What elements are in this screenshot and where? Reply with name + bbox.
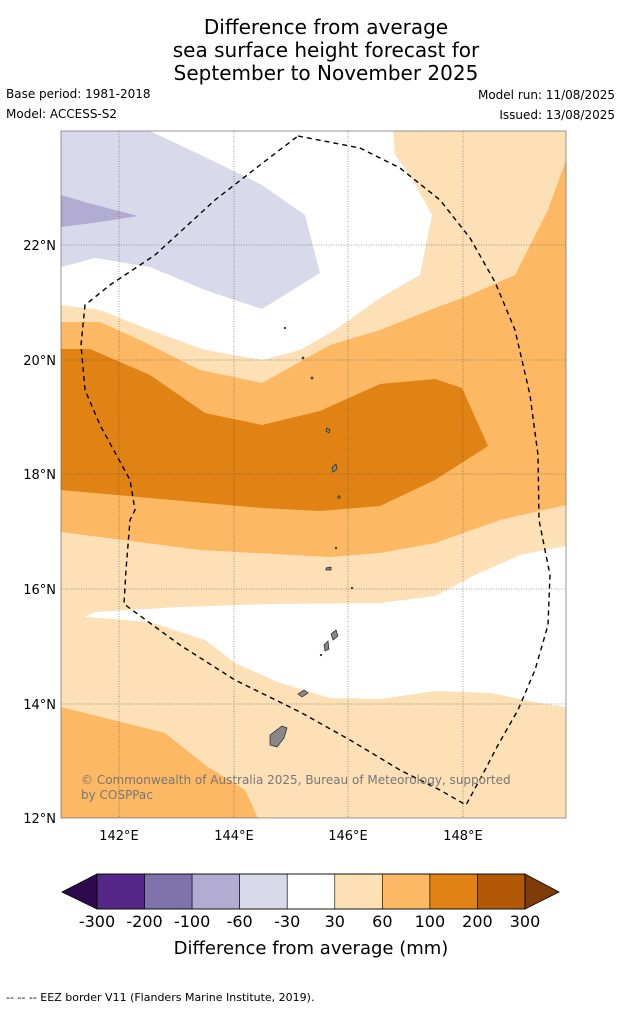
- anomaly-fill-neg30-neg60: [61, 131, 320, 309]
- title-line-3: September to November 2025: [173, 61, 479, 85]
- islands: [269, 326, 354, 748]
- eez-border: [80, 135, 551, 806]
- colorbar-cell: [382, 873, 431, 910]
- island-agrihan: [325, 427, 331, 434]
- colorbar-cell: [334, 873, 383, 910]
- island-sarigan: [334, 546, 338, 550]
- title-line-1: Difference from average: [203, 15, 449, 39]
- colorbar-label: Difference from average (mm): [174, 938, 449, 959]
- copyright-line-2: by COSPPac: [81, 788, 153, 802]
- graticule: [61, 131, 566, 818]
- colorbar-cells: [96, 873, 526, 910]
- lon-label-148e: 148°E: [443, 829, 483, 844]
- colorbar-tick-label: 200: [462, 912, 493, 931]
- model-name: Model: ACCESS-S2: [6, 107, 118, 121]
- colorbar-extend-high: [524, 873, 560, 910]
- island-aguijan: [319, 653, 323, 657]
- colorbar-cell: [191, 873, 240, 910]
- model-run: Model run: 11/08/2025: [477, 88, 615, 102]
- lat-label-20n: 20°N: [23, 354, 56, 369]
- title-line-2: sea surface height forecast for: [172, 38, 480, 62]
- issued-date: Issued: 13/08/2025: [499, 108, 615, 122]
- lat-label-14n: 14°N: [23, 698, 56, 713]
- map-frame: [60, 130, 567, 819]
- colorbar-tick-label: 100: [415, 912, 446, 931]
- colorbar: -300 -200 -100 -60 -30 30 60 100 200 300 Differen…: [61, 873, 560, 959]
- anomaly-fill-neutral-south: [85, 546, 566, 707]
- colorbar-cell: [477, 873, 526, 910]
- island-uracas: [301, 356, 305, 360]
- colorbar-outline: [96, 873, 526, 910]
- island-rota: [297, 689, 309, 698]
- colorbar-tick-label: -100: [174, 912, 210, 931]
- island-anatahan: [325, 566, 332, 571]
- latitude-axis: 22°N 20°N 18°N 16°N 14°N 12°N: [23, 239, 56, 827]
- island-pagan: [331, 463, 338, 473]
- island-farallon: [350, 586, 354, 590]
- island-saipan: [330, 629, 339, 641]
- colorbar-tick-label: 60: [372, 912, 392, 931]
- colorbar-ticks: -300 -200 -100 -60 -30 30 60 100 200 300: [79, 912, 540, 931]
- lon-label-142e: 142°E: [99, 829, 139, 844]
- colorbar-tick-label: -60: [227, 912, 253, 931]
- base-period: Base period: 1981-2018: [6, 87, 151, 101]
- colorbar-cell: [96, 873, 145, 910]
- island-maug: [310, 376, 314, 380]
- lon-label-146e: 146°E: [328, 829, 368, 844]
- lat-label-12n: 12°N: [23, 812, 56, 827]
- colorbar-tick-label: -200: [126, 912, 162, 931]
- lat-label-22n: 22°N: [23, 239, 56, 254]
- colorbar-cell: [286, 873, 336, 910]
- colorbar-extend-low: [61, 873, 98, 910]
- colorbar-tick-label: 300: [510, 912, 541, 931]
- anomaly-fill-100-200: [61, 349, 488, 511]
- colorbar-tick-label: -30: [274, 912, 300, 931]
- colorbar-tick-label: 30: [325, 912, 345, 931]
- colorbar-cell: [144, 873, 193, 910]
- island-north-reef: [283, 326, 287, 330]
- eez-footnote: -- -- -- EEZ border V11 (Flanders Marine…: [6, 991, 315, 1004]
- copyright-line-1: © Commonwealth of Australia 2025, Bureau…: [81, 773, 511, 787]
- sea-level-map: © Commonwealth of Australia 2025, Bureau…: [61, 131, 566, 818]
- lat-label-16n: 16°N: [23, 583, 56, 598]
- island-tinian: [323, 640, 330, 652]
- colorbar-tick-label: -300: [79, 912, 115, 931]
- island-guam: [269, 725, 288, 748]
- colorbar-cell: [239, 873, 288, 910]
- lat-label-18n: 18°N: [23, 468, 56, 483]
- lon-label-144e: 144°E: [214, 829, 254, 844]
- island-alamagan: [337, 495, 341, 499]
- colorbar-cell: [429, 873, 478, 910]
- longitude-axis: 142°E 144°E 146°E 148°E: [99, 829, 483, 844]
